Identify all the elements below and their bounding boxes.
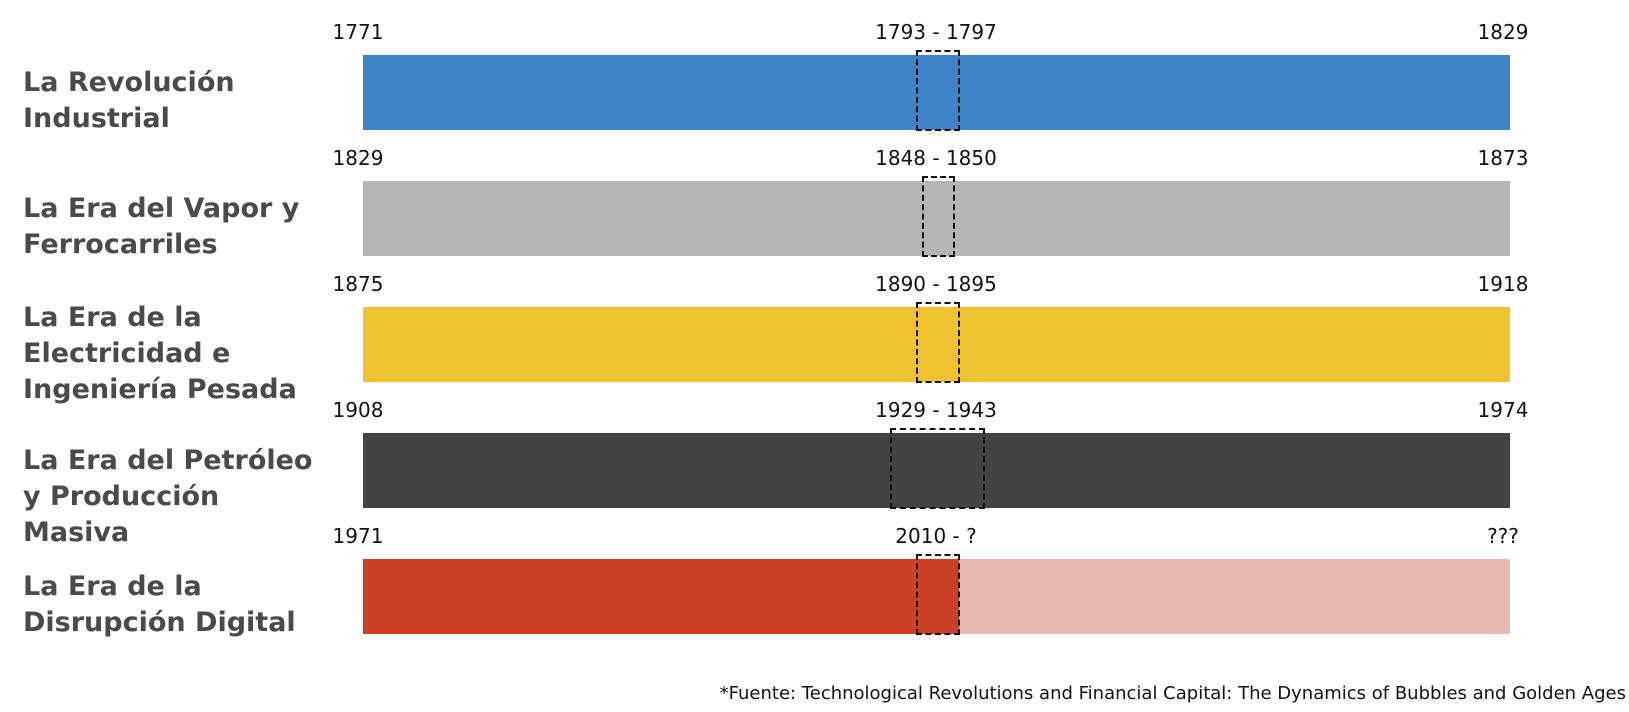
- era-bar-fill: [363, 55, 1510, 130]
- era-label: La Era del Petróleo y Producción Masiva: [23, 445, 313, 548]
- era-start-year: 1971: [332, 524, 384, 548]
- era-label: La Era de la Electricidad e Ingeniería P…: [23, 302, 297, 405]
- era-bar-fill: [363, 181, 1510, 256]
- era-bar-fill: [363, 559, 960, 634]
- era-bubble-years: 1848 - 1850: [875, 146, 997, 170]
- era-bar-fill: [363, 307, 1510, 382]
- era-bubble-years: 2010 - ?: [895, 524, 977, 548]
- era-start-year: 1829: [332, 146, 384, 170]
- era-bubble-years: 1890 - 1895: [875, 272, 997, 296]
- source-footnote: *Fuente: Technological Revolutions and F…: [719, 683, 1626, 704]
- era-bubble-years: 1929 - 1943: [875, 398, 997, 422]
- era-start-year: 1875: [332, 272, 384, 296]
- era-end-year: 1918: [1477, 272, 1529, 296]
- era-label: La Revolución Industrial: [23, 67, 235, 134]
- bubble-period-box: [922, 176, 955, 257]
- bubble-period-box: [916, 302, 960, 383]
- era-row-1: La Revolución Industrial 1771 1793 - 179…: [0, 20, 1629, 140]
- bubble-period-box: [890, 428, 985, 509]
- era-bar: [363, 50, 1510, 131]
- bubble-period-box: [916, 554, 960, 635]
- era-bar-fill: [363, 433, 1510, 508]
- era-end-year: 1974: [1477, 398, 1529, 422]
- era-row-5: La Era de la Disrupción Digital 1971 201…: [0, 524, 1629, 644]
- era-bar: [363, 176, 1510, 257]
- era-end-year: 1829: [1477, 20, 1529, 44]
- bubble-period-box: [916, 50, 960, 131]
- era-row-2: La Era del Vapor y Ferrocarriles 1829 18…: [0, 146, 1629, 266]
- era-label: La Era del Vapor y Ferrocarriles: [23, 193, 300, 260]
- era-row-4: La Era del Petróleo y Producción Masiva …: [0, 398, 1629, 548]
- era-row-3: La Era de la Electricidad e Ingeniería P…: [0, 272, 1629, 405]
- era-end-year: ???: [1487, 524, 1519, 548]
- era-bar: [363, 302, 1510, 383]
- era-start-year: 1908: [332, 398, 384, 422]
- era-bar: [363, 554, 1510, 635]
- era-end-year: 1873: [1477, 146, 1529, 170]
- era-bar: [363, 428, 1510, 509]
- era-bubble-years: 1793 - 1797: [875, 20, 997, 44]
- era-start-year: 1771: [332, 20, 384, 44]
- era-label: La Era de la Disrupción Digital: [23, 571, 296, 638]
